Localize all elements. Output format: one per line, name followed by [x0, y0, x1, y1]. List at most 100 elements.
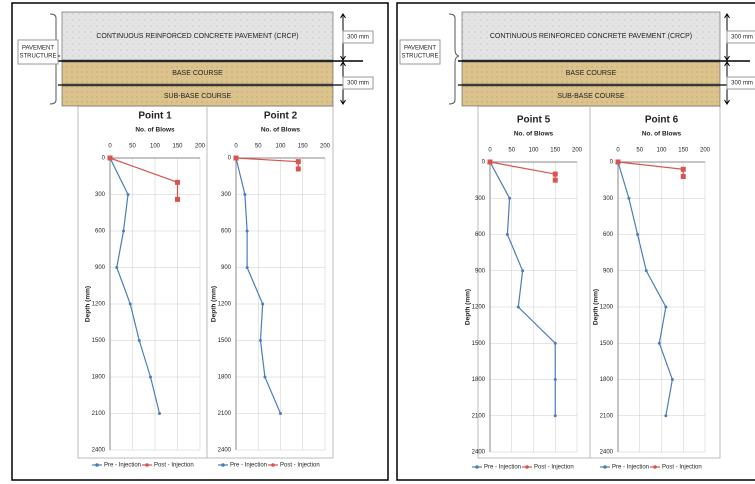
- y-tick-label: 2100: [472, 413, 486, 419]
- y-tick-label: 300: [95, 192, 106, 198]
- data-point: [243, 193, 246, 196]
- legend-marker: [145, 463, 149, 467]
- structure-label: STRUCTURE: [20, 54, 57, 60]
- layer-label: SUB-BASE COURSE: [557, 93, 625, 100]
- x-tick-label: 50: [508, 148, 515, 154]
- legend-marker: [221, 463, 225, 467]
- data-point: [664, 306, 667, 309]
- data-point: [521, 269, 524, 272]
- dimension-label: 300 mm: [347, 35, 369, 41]
- chart-title: Point 2: [264, 111, 298, 122]
- y-tick-label: 1500: [472, 341, 486, 347]
- legend-marker: [271, 463, 275, 467]
- y-tick-label: 1800: [92, 375, 106, 381]
- y-tick-label: 1200: [472, 305, 486, 311]
- y-tick-label: 600: [221, 229, 232, 235]
- y-tick-label: 300: [221, 192, 232, 198]
- data-point: [554, 342, 557, 345]
- legend-marker: [653, 465, 657, 469]
- data-point: [246, 266, 249, 269]
- data-point: [115, 266, 118, 269]
- data-point: [263, 376, 266, 379]
- x-tick-label: 150: [172, 144, 183, 150]
- data-point: [175, 180, 180, 185]
- data-point: [122, 230, 125, 233]
- y-tick-label: 600: [95, 229, 106, 235]
- y-tick-label: 600: [603, 232, 614, 238]
- layer-label: BASE COURSE: [172, 70, 223, 77]
- chart-title: Point 5: [517, 115, 551, 126]
- y-tick-label: 900: [475, 268, 486, 274]
- dimension-label: 300 mm: [731, 35, 753, 41]
- data-point: [129, 303, 132, 306]
- data-point: [296, 166, 301, 171]
- legend-marker: [525, 465, 529, 469]
- data-point: [616, 160, 621, 165]
- x-axis-label: No. of Blows: [514, 131, 554, 138]
- y-tick-label: 1800: [218, 375, 232, 381]
- data-point: [127, 193, 130, 196]
- y-tick-label: 2400: [600, 450, 614, 456]
- data-point: [553, 178, 558, 183]
- data-point: [138, 339, 141, 342]
- chart-title: Point 1: [138, 111, 172, 122]
- legend-label: Post - Injection: [534, 465, 574, 471]
- dimension-label: 300 mm: [731, 81, 753, 87]
- y-tick-label: 600: [475, 232, 486, 238]
- x-tick-label: 150: [678, 148, 689, 154]
- dimension-label: 300 mm: [347, 81, 369, 87]
- data-point: [149, 376, 152, 379]
- data-point: [158, 412, 161, 415]
- y-tick-label: 2100: [218, 411, 232, 417]
- legend-label: Post - Injection: [662, 465, 702, 471]
- x-tick-label: 50: [636, 148, 643, 154]
- chart-title: Point 6: [645, 115, 679, 126]
- data-point: [553, 172, 558, 177]
- data-point: [234, 156, 239, 161]
- y-tick-label: 2400: [92, 448, 106, 454]
- data-point: [508, 197, 511, 200]
- y-tick-label: 1200: [92, 302, 106, 308]
- y-tick-label: 1200: [218, 302, 232, 308]
- y-tick-label: 300: [603, 196, 614, 202]
- y-tick-label: 1800: [600, 377, 614, 383]
- legend-label: Pre - Injection: [104, 463, 141, 469]
- x-tick-label: 150: [298, 144, 309, 150]
- data-point: [246, 230, 249, 233]
- structure-label: PAVEMENT: [404, 46, 436, 52]
- y-tick-label: 2100: [600, 413, 614, 419]
- data-point: [681, 167, 686, 172]
- label-box: [18, 40, 58, 64]
- x-tick-label: 200: [700, 148, 711, 154]
- y-tick-label: 1200: [600, 305, 614, 311]
- data-point: [488, 160, 493, 165]
- x-axis-label: No. of Blows: [642, 131, 682, 138]
- data-point: [664, 414, 667, 417]
- data-point: [681, 174, 686, 179]
- page: {"diagrams": [ {"structure_label": ["PAV…: [0, 0, 755, 484]
- layer-label: CONTINUOUS REINFORCED CONCRETE PAVEMENT …: [96, 33, 298, 40]
- y-tick-label: 2100: [92, 411, 106, 417]
- legend-marker: [95, 463, 99, 467]
- x-tick-label: 50: [129, 144, 136, 150]
- data-point: [259, 339, 262, 342]
- data-point: [261, 303, 264, 306]
- x-axis-label: No. of Blows: [261, 127, 301, 134]
- legend-marker: [475, 465, 479, 469]
- y-tick-label: 2400: [218, 448, 232, 454]
- data-point: [506, 233, 509, 236]
- data-point: [636, 233, 639, 236]
- data-point: [658, 342, 661, 345]
- x-tick-label: 100: [275, 144, 286, 150]
- legend-label: Pre - Injection: [612, 465, 649, 471]
- label-box: [400, 40, 440, 64]
- chart-area-bg: [478, 106, 720, 458]
- legend-marker: [603, 465, 607, 469]
- y-tick-label: 1500: [600, 341, 614, 347]
- y-tick-label: 2400: [472, 450, 486, 456]
- x-axis-label: No. of Blows: [135, 127, 175, 134]
- y-tick-label: 900: [95, 265, 106, 271]
- data-point: [554, 378, 557, 381]
- x-tick-label: 150: [550, 148, 561, 154]
- y-tick-label: 1800: [472, 377, 486, 383]
